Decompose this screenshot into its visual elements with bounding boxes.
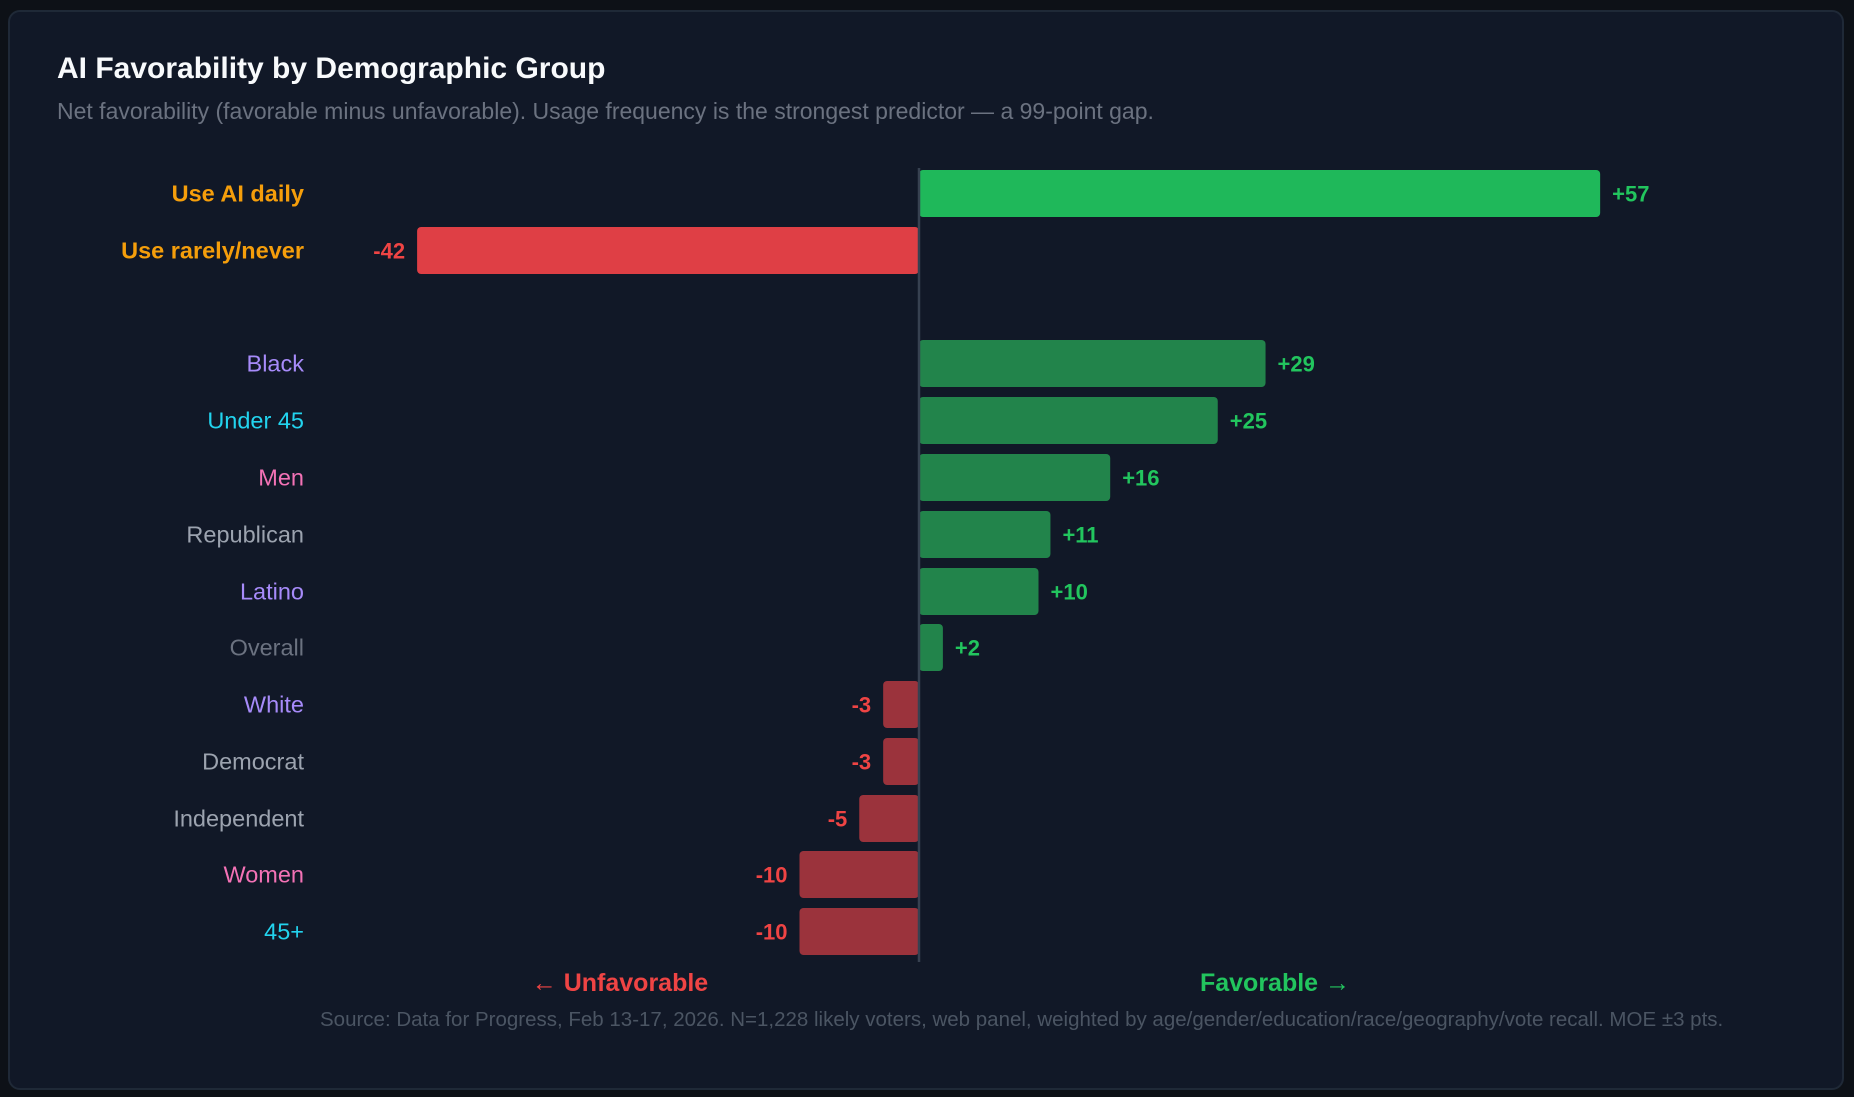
favorable-axis-label: Favorable → bbox=[1200, 969, 1350, 997]
bar bbox=[919, 624, 943, 671]
bar bbox=[799, 851, 919, 898]
category-label: Black bbox=[247, 351, 305, 377]
value-label: +57 bbox=[1612, 182, 1649, 207]
category-label: Overall bbox=[230, 635, 304, 661]
chart-subtitle: Net favorability (favorable minus unfavo… bbox=[57, 98, 1154, 124]
bar bbox=[919, 397, 1218, 444]
value-label: +16 bbox=[1122, 466, 1159, 491]
unfavorable-axis-label: ← Unfavorable bbox=[532, 969, 709, 997]
bar bbox=[883, 738, 919, 785]
value-label: +2 bbox=[955, 636, 980, 661]
value-label: +25 bbox=[1230, 409, 1267, 434]
value-label: -5 bbox=[828, 807, 848, 832]
category-label: Men bbox=[258, 465, 304, 491]
value-label: -3 bbox=[852, 693, 872, 718]
value-label: -3 bbox=[852, 750, 872, 775]
value-label: -42 bbox=[373, 239, 405, 264]
bar bbox=[883, 681, 919, 728]
value-label: -10 bbox=[756, 920, 788, 945]
category-label: 45+ bbox=[264, 919, 304, 945]
category-label: Latino bbox=[240, 579, 304, 605]
bar bbox=[919, 170, 1601, 217]
bar bbox=[417, 227, 919, 274]
category-label: Use rarely/never bbox=[121, 238, 304, 264]
category-label: Under 45 bbox=[207, 408, 304, 434]
category-label: Independent bbox=[173, 806, 304, 832]
value-label: +29 bbox=[1278, 352, 1315, 377]
category-label: Women bbox=[223, 862, 304, 888]
category-label: White bbox=[244, 692, 304, 718]
bar bbox=[919, 340, 1266, 387]
category-label: Democrat bbox=[202, 749, 304, 775]
category-label: Use AI daily bbox=[172, 181, 304, 207]
bar bbox=[919, 454, 1111, 501]
bar bbox=[919, 511, 1051, 558]
bar bbox=[859, 795, 919, 842]
value-label: +10 bbox=[1051, 580, 1088, 605]
bar bbox=[919, 568, 1039, 615]
source-note: Source: Data for Progress, Feb 13-17, 20… bbox=[320, 1008, 1724, 1031]
bar bbox=[799, 908, 919, 955]
chart-title: AI Favorability by Demographic Group bbox=[57, 52, 606, 85]
category-label: Republican bbox=[186, 522, 304, 548]
value-label: -10 bbox=[756, 863, 788, 888]
value-label: +11 bbox=[1062, 523, 1098, 548]
